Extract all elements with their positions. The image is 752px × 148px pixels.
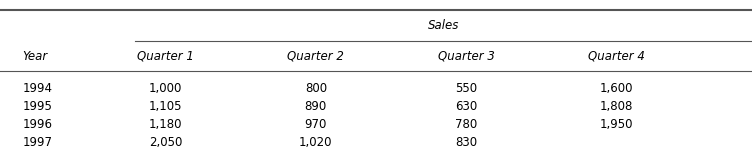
Text: 800: 800 bbox=[305, 82, 327, 95]
Text: Sales: Sales bbox=[428, 19, 459, 32]
Text: 1996: 1996 bbox=[23, 118, 53, 131]
Text: 780: 780 bbox=[455, 118, 478, 131]
Text: 1,180: 1,180 bbox=[149, 118, 182, 131]
Text: Year: Year bbox=[23, 50, 48, 63]
Text: 1,000: 1,000 bbox=[149, 82, 182, 95]
Text: Quarter 3: Quarter 3 bbox=[438, 50, 495, 63]
Text: Quarter 4: Quarter 4 bbox=[588, 50, 645, 63]
Text: 630: 630 bbox=[455, 100, 478, 113]
Text: 1,808: 1,808 bbox=[600, 100, 633, 113]
Text: 1,105: 1,105 bbox=[149, 100, 182, 113]
Text: 830: 830 bbox=[455, 136, 478, 148]
Text: 1,020: 1,020 bbox=[299, 136, 332, 148]
Text: Quarter 2: Quarter 2 bbox=[287, 50, 344, 63]
Text: Quarter 1: Quarter 1 bbox=[137, 50, 194, 63]
Text: 1995: 1995 bbox=[23, 100, 53, 113]
Text: 1997: 1997 bbox=[23, 136, 53, 148]
Text: 970: 970 bbox=[305, 118, 327, 131]
Text: 2,050: 2,050 bbox=[149, 136, 182, 148]
Text: 1994: 1994 bbox=[23, 82, 53, 95]
Text: 1,600: 1,600 bbox=[600, 82, 633, 95]
Text: 1,950: 1,950 bbox=[600, 118, 633, 131]
Text: 550: 550 bbox=[455, 82, 478, 95]
Text: 890: 890 bbox=[305, 100, 327, 113]
